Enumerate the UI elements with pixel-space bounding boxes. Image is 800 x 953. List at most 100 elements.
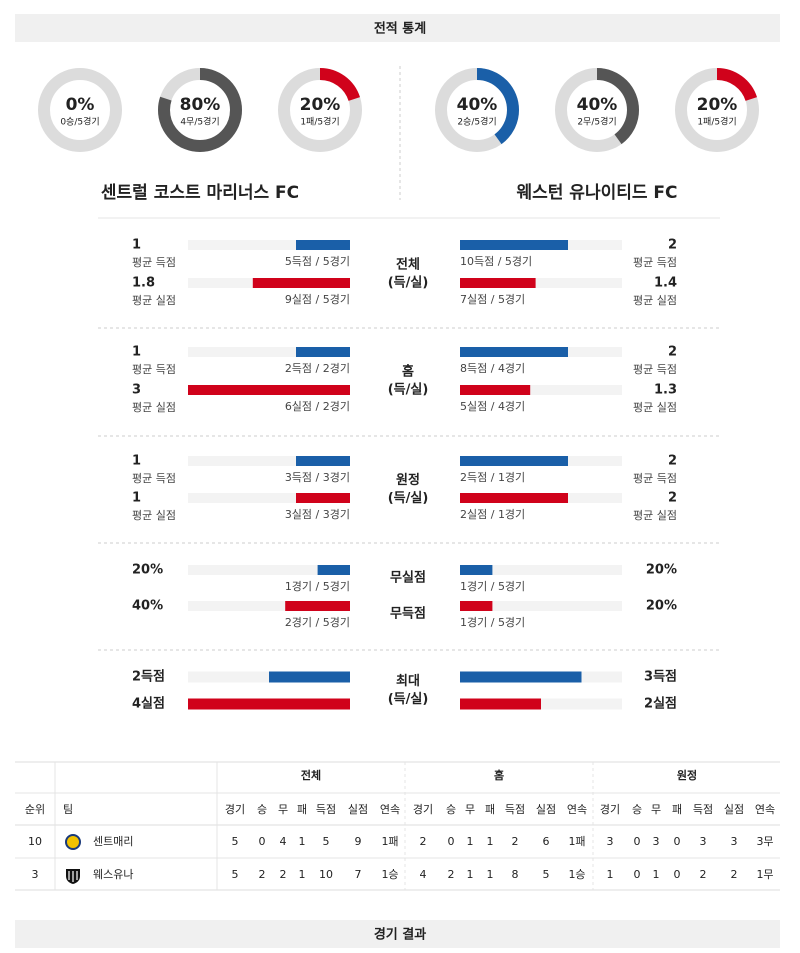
note: 1경기 / 5경기 — [460, 580, 525, 593]
th: 무 — [278, 803, 288, 816]
cell: 3 — [653, 835, 660, 848]
bar — [269, 671, 350, 683]
caption: 평균 득점 — [132, 256, 176, 269]
cell: 3 — [607, 835, 614, 848]
rank: 3 — [32, 868, 39, 881]
th: 순위 — [25, 803, 45, 816]
th: 승 — [446, 803, 456, 816]
bar — [460, 385, 531, 395]
donut-caption: 2무/5경기 — [577, 116, 616, 128]
th: 패 — [297, 803, 307, 816]
bar — [460, 698, 541, 710]
caption: 평균 득점 — [132, 363, 176, 376]
note: 1경기 / 5경기 — [460, 616, 525, 629]
cell: 2 — [512, 835, 519, 848]
cell: 1패 — [568, 835, 585, 848]
th: 실점 — [724, 803, 744, 816]
value-label: 2실점 — [644, 696, 677, 712]
caption: 평균 득점 — [132, 472, 176, 485]
th-group: 원정 — [677, 768, 697, 782]
cell: 0 — [674, 835, 681, 848]
cell: 2 — [259, 868, 266, 881]
section-label: 원정 — [396, 472, 420, 488]
bar-track — [460, 565, 622, 575]
donut-caption: 1패/5경기 — [697, 116, 736, 128]
bar-track — [188, 493, 350, 503]
value-label: 1.3 — [654, 383, 677, 398]
donut-caption: 4무/5경기 — [180, 116, 219, 128]
cell: 2 — [280, 868, 287, 881]
value-label: 1 — [132, 454, 141, 469]
cell: 5 — [232, 835, 239, 848]
donut-arc — [435, 68, 519, 152]
value-label: 4실점 — [132, 696, 165, 712]
cell: 2 — [700, 868, 707, 881]
caption: 평균 실점 — [633, 294, 677, 307]
cell: 3 — [731, 835, 738, 848]
value-label: 20% — [646, 599, 677, 614]
note: 2득점 / 2경기 — [285, 362, 350, 375]
team-name: 웨스턴 유나이티드 FC — [516, 183, 677, 203]
bar — [460, 493, 568, 503]
donut-label: 20% — [300, 95, 341, 115]
note: 3득점 / 3경기 — [285, 471, 350, 484]
bar-track — [188, 240, 350, 250]
th: 패 — [485, 803, 495, 816]
note: 2경기 / 5경기 — [285, 616, 350, 629]
note: 6실점 / 2경기 — [285, 400, 350, 413]
bar — [188, 385, 350, 395]
footer-bar — [15, 920, 780, 948]
bar — [296, 493, 350, 503]
caption: 평균 실점 — [132, 509, 176, 522]
donut-arc — [158, 68, 242, 152]
cell: 9 — [355, 835, 362, 848]
th: 실점 — [348, 803, 368, 816]
bar — [460, 456, 568, 466]
bar — [188, 698, 350, 710]
cell: 2 — [420, 835, 427, 848]
row-label: 무득점 — [390, 607, 426, 622]
th: 경기 — [600, 803, 620, 816]
bar — [285, 601, 350, 611]
note: 2득점 / 1경기 — [460, 471, 525, 484]
cell: 1 — [299, 835, 306, 848]
cell: 1승 — [381, 868, 398, 881]
bar-track — [460, 601, 622, 611]
bar-track — [188, 565, 350, 575]
value-label: 2 — [668, 491, 677, 506]
bar-track — [460, 278, 622, 288]
header-bar — [15, 14, 780, 42]
th-group: 홈 — [494, 768, 504, 782]
donut-label: 40% — [577, 95, 618, 115]
value-label: 1 — [132, 238, 141, 253]
th-group: 전체 — [301, 768, 321, 782]
th: 연속 — [755, 803, 775, 816]
cell: 1 — [299, 868, 306, 881]
th: 팀 — [63, 803, 73, 816]
cell: 1승 — [568, 868, 585, 881]
bar — [460, 565, 493, 575]
th: 경기 — [413, 803, 433, 816]
rank: 10 — [28, 835, 42, 848]
value-label: 2 — [668, 454, 677, 469]
section-label: 전체 — [396, 257, 420, 273]
note: 1경기 / 5경기 — [285, 580, 350, 593]
bar — [460, 347, 568, 357]
bar — [460, 240, 568, 250]
value-label: 3득점 — [644, 670, 677, 685]
caption: 평균 득점 — [633, 256, 677, 269]
value-label: 1 — [132, 491, 141, 506]
note: 9실점 / 5경기 — [285, 293, 350, 306]
note: 10득점 / 5경기 — [460, 255, 532, 268]
cell: 6 — [543, 835, 550, 848]
donut-arc — [278, 68, 362, 152]
donut-caption: 2승/5경기 — [457, 116, 496, 128]
bar — [460, 671, 582, 683]
donut-label: 80% — [180, 95, 221, 115]
cell: 1 — [653, 868, 660, 881]
section-label: 홈 — [402, 364, 414, 380]
section-label: (득/실) — [388, 382, 429, 398]
th: 연속 — [380, 803, 400, 816]
th: 득점 — [316, 803, 336, 816]
